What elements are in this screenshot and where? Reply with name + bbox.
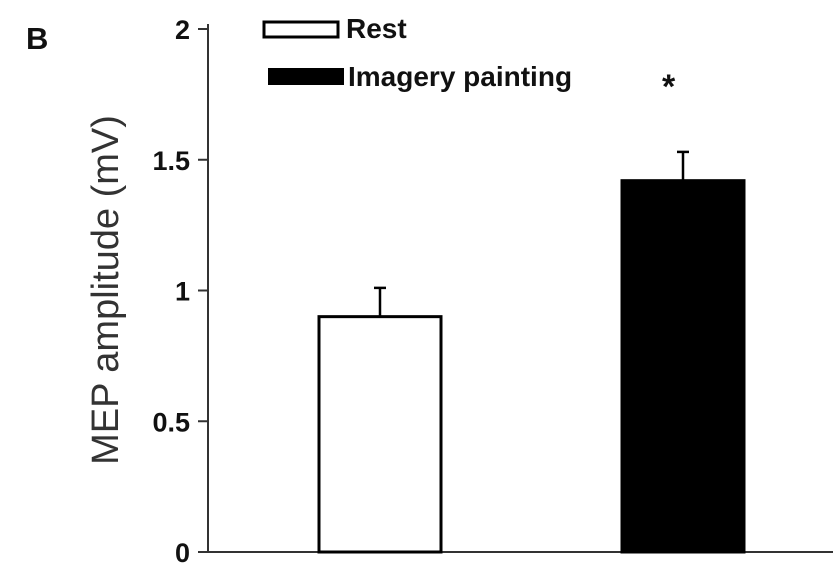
bars-group xyxy=(317,150,746,554)
y-tick-label: 1 xyxy=(175,277,190,307)
y-tick-label: 0.5 xyxy=(152,407,190,437)
y-tick-label: 0 xyxy=(175,538,190,568)
legend: Rest Imagery painting * xyxy=(262,13,676,106)
panel-letter: B xyxy=(26,21,48,56)
legend-label-imagery-painting: Imagery painting xyxy=(348,61,572,92)
legend-label-rest: Rest xyxy=(346,13,407,44)
bar-imagery-painting xyxy=(620,179,746,554)
y-axis-title: MEP amplitude (mV) xyxy=(85,115,127,465)
legend-swatch-rest xyxy=(262,20,340,39)
significance-asterisk: * xyxy=(662,68,676,106)
y-axis-ticks: 0 0.5 1 1.5 2 xyxy=(152,15,208,568)
y-tick-label: 2 xyxy=(175,15,190,45)
legend-swatch-imagery-painting xyxy=(268,68,344,85)
bar-rest xyxy=(317,315,443,554)
y-tick-label: 1.5 xyxy=(152,146,190,176)
